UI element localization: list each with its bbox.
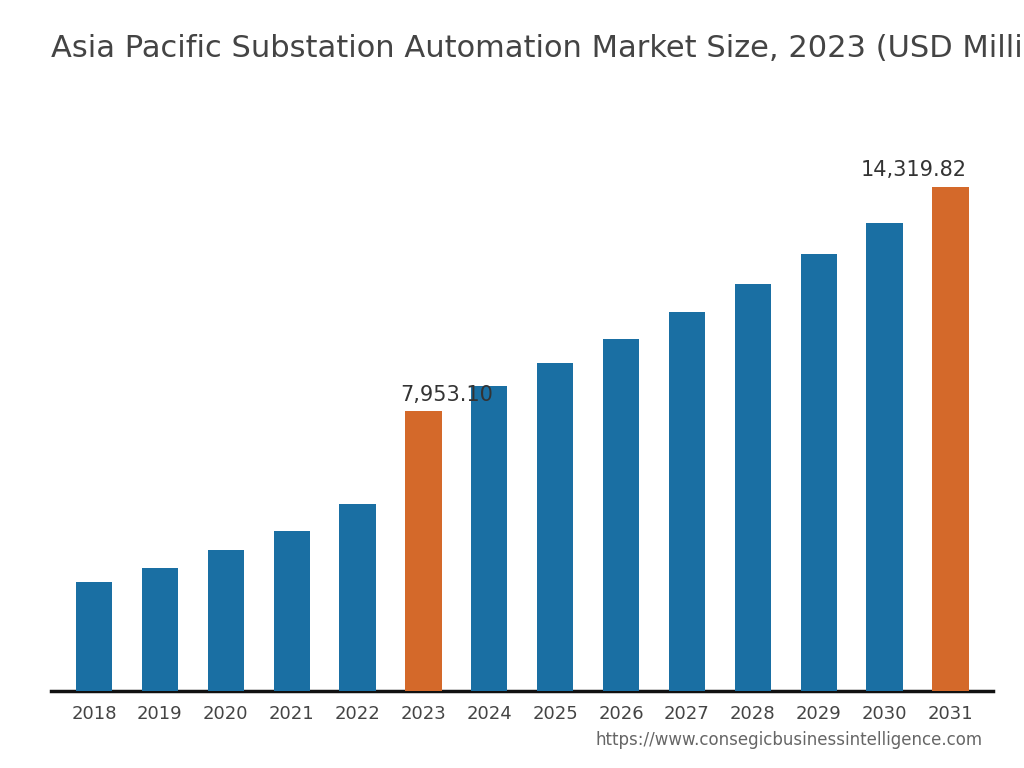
Bar [932, 187, 969, 691]
Bar [76, 582, 113, 691]
Text: 14,319.82: 14,319.82 [861, 161, 967, 180]
Bar [406, 411, 441, 691]
Bar [734, 284, 771, 691]
Bar [141, 568, 178, 691]
Bar [273, 531, 310, 691]
Bar [669, 313, 706, 691]
Text: Asia Pacific Substation Automation Market Size, 2023 (USD Million): Asia Pacific Substation Automation Marke… [51, 35, 1024, 64]
Bar [208, 550, 244, 691]
Bar [537, 363, 573, 691]
Text: 7,953.10: 7,953.10 [400, 385, 494, 405]
Bar [866, 223, 903, 691]
Bar [603, 339, 639, 691]
Bar [339, 505, 376, 691]
Bar [471, 386, 508, 691]
Bar [801, 254, 837, 691]
Text: https://www.consegicbusinessintelligence.com: https://www.consegicbusinessintelligence… [596, 731, 983, 749]
